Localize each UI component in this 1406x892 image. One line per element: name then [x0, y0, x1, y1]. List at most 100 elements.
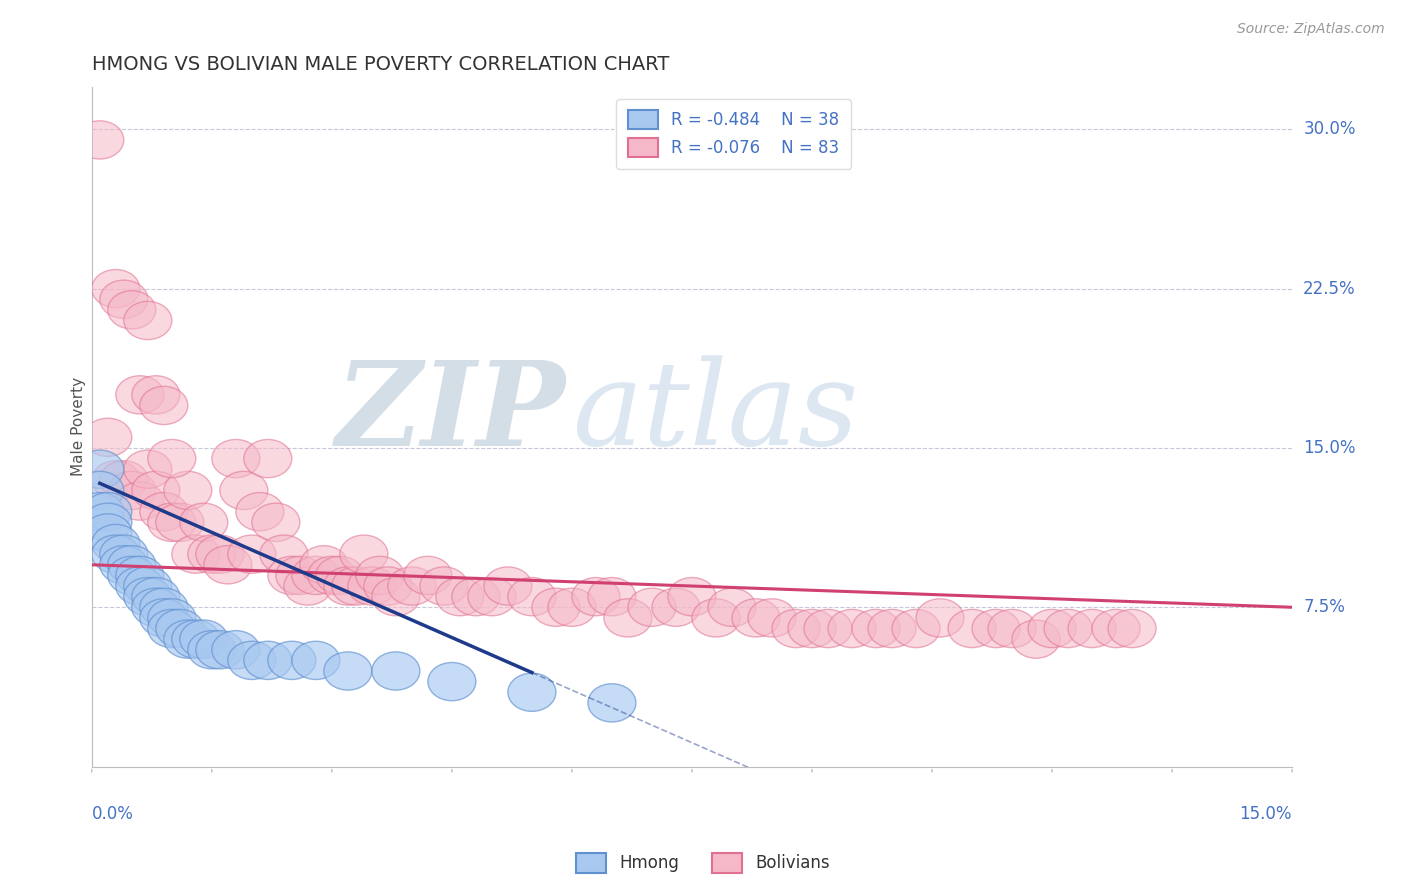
- Ellipse shape: [132, 588, 180, 626]
- Ellipse shape: [108, 557, 156, 595]
- Ellipse shape: [76, 471, 124, 509]
- Ellipse shape: [115, 482, 165, 520]
- Ellipse shape: [243, 440, 292, 478]
- Ellipse shape: [292, 641, 340, 680]
- Ellipse shape: [1045, 609, 1092, 648]
- Ellipse shape: [267, 557, 316, 595]
- Ellipse shape: [668, 577, 716, 615]
- Ellipse shape: [148, 599, 195, 637]
- Ellipse shape: [267, 641, 316, 680]
- Ellipse shape: [156, 609, 204, 648]
- Text: atlas: atlas: [572, 356, 858, 470]
- Ellipse shape: [236, 492, 284, 531]
- Ellipse shape: [132, 376, 180, 414]
- Ellipse shape: [468, 577, 516, 615]
- Ellipse shape: [84, 418, 132, 457]
- Ellipse shape: [323, 567, 371, 605]
- Ellipse shape: [347, 567, 396, 605]
- Ellipse shape: [132, 577, 180, 615]
- Ellipse shape: [124, 577, 172, 615]
- Ellipse shape: [371, 577, 420, 615]
- Ellipse shape: [340, 535, 388, 574]
- Ellipse shape: [124, 301, 172, 340]
- Ellipse shape: [652, 588, 700, 626]
- Ellipse shape: [316, 557, 364, 595]
- Ellipse shape: [76, 120, 124, 159]
- Ellipse shape: [124, 567, 172, 605]
- Ellipse shape: [972, 609, 1019, 648]
- Text: 15.0%: 15.0%: [1303, 439, 1355, 457]
- Ellipse shape: [243, 641, 292, 680]
- Ellipse shape: [148, 440, 195, 478]
- Ellipse shape: [115, 567, 165, 605]
- Ellipse shape: [692, 599, 740, 637]
- Ellipse shape: [76, 450, 124, 488]
- Ellipse shape: [139, 588, 188, 626]
- Ellipse shape: [172, 535, 219, 574]
- Ellipse shape: [76, 492, 124, 531]
- Ellipse shape: [828, 609, 876, 648]
- Ellipse shape: [531, 588, 579, 626]
- Ellipse shape: [148, 503, 195, 541]
- Ellipse shape: [100, 280, 148, 318]
- Y-axis label: Male Poverty: Male Poverty: [72, 377, 86, 476]
- Ellipse shape: [148, 609, 195, 648]
- Text: 22.5%: 22.5%: [1303, 279, 1355, 298]
- Text: 30.0%: 30.0%: [1303, 120, 1355, 138]
- Ellipse shape: [228, 535, 276, 574]
- Ellipse shape: [508, 673, 555, 711]
- Ellipse shape: [195, 631, 243, 669]
- Ellipse shape: [709, 588, 756, 626]
- Ellipse shape: [988, 609, 1036, 648]
- Ellipse shape: [388, 567, 436, 605]
- Ellipse shape: [508, 577, 555, 615]
- Ellipse shape: [260, 535, 308, 574]
- Ellipse shape: [91, 524, 139, 563]
- Ellipse shape: [108, 471, 156, 509]
- Ellipse shape: [132, 471, 180, 509]
- Legend: Hmong, Bolivians: Hmong, Bolivians: [569, 847, 837, 880]
- Text: 0.0%: 0.0%: [91, 805, 134, 823]
- Ellipse shape: [212, 631, 260, 669]
- Ellipse shape: [572, 577, 620, 615]
- Ellipse shape: [404, 557, 451, 595]
- Ellipse shape: [100, 546, 148, 584]
- Ellipse shape: [588, 684, 636, 722]
- Ellipse shape: [891, 609, 941, 648]
- Ellipse shape: [308, 557, 356, 595]
- Ellipse shape: [1092, 609, 1140, 648]
- Ellipse shape: [484, 567, 531, 605]
- Ellipse shape: [91, 460, 139, 499]
- Ellipse shape: [427, 663, 475, 701]
- Ellipse shape: [420, 567, 468, 605]
- Ellipse shape: [165, 620, 212, 658]
- Ellipse shape: [100, 460, 148, 499]
- Ellipse shape: [84, 492, 132, 531]
- Text: 7.5%: 7.5%: [1303, 599, 1346, 616]
- Ellipse shape: [165, 471, 212, 509]
- Ellipse shape: [451, 577, 501, 615]
- Ellipse shape: [605, 599, 652, 637]
- Ellipse shape: [868, 609, 917, 648]
- Ellipse shape: [917, 599, 965, 637]
- Ellipse shape: [91, 269, 139, 308]
- Ellipse shape: [628, 588, 676, 626]
- Ellipse shape: [156, 503, 204, 541]
- Ellipse shape: [772, 609, 820, 648]
- Ellipse shape: [804, 609, 852, 648]
- Text: HMONG VS BOLIVIAN MALE POVERTY CORRELATION CHART: HMONG VS BOLIVIAN MALE POVERTY CORRELATI…: [91, 55, 669, 74]
- Ellipse shape: [180, 503, 228, 541]
- Text: ZIP: ZIP: [336, 356, 567, 471]
- Ellipse shape: [115, 376, 165, 414]
- Ellipse shape: [172, 620, 219, 658]
- Ellipse shape: [115, 557, 165, 595]
- Ellipse shape: [548, 588, 596, 626]
- Ellipse shape: [84, 514, 132, 552]
- Ellipse shape: [852, 609, 900, 648]
- Ellipse shape: [299, 546, 347, 584]
- Ellipse shape: [252, 503, 299, 541]
- Ellipse shape: [228, 641, 276, 680]
- Ellipse shape: [188, 631, 236, 669]
- Ellipse shape: [1108, 609, 1156, 648]
- Ellipse shape: [180, 620, 228, 658]
